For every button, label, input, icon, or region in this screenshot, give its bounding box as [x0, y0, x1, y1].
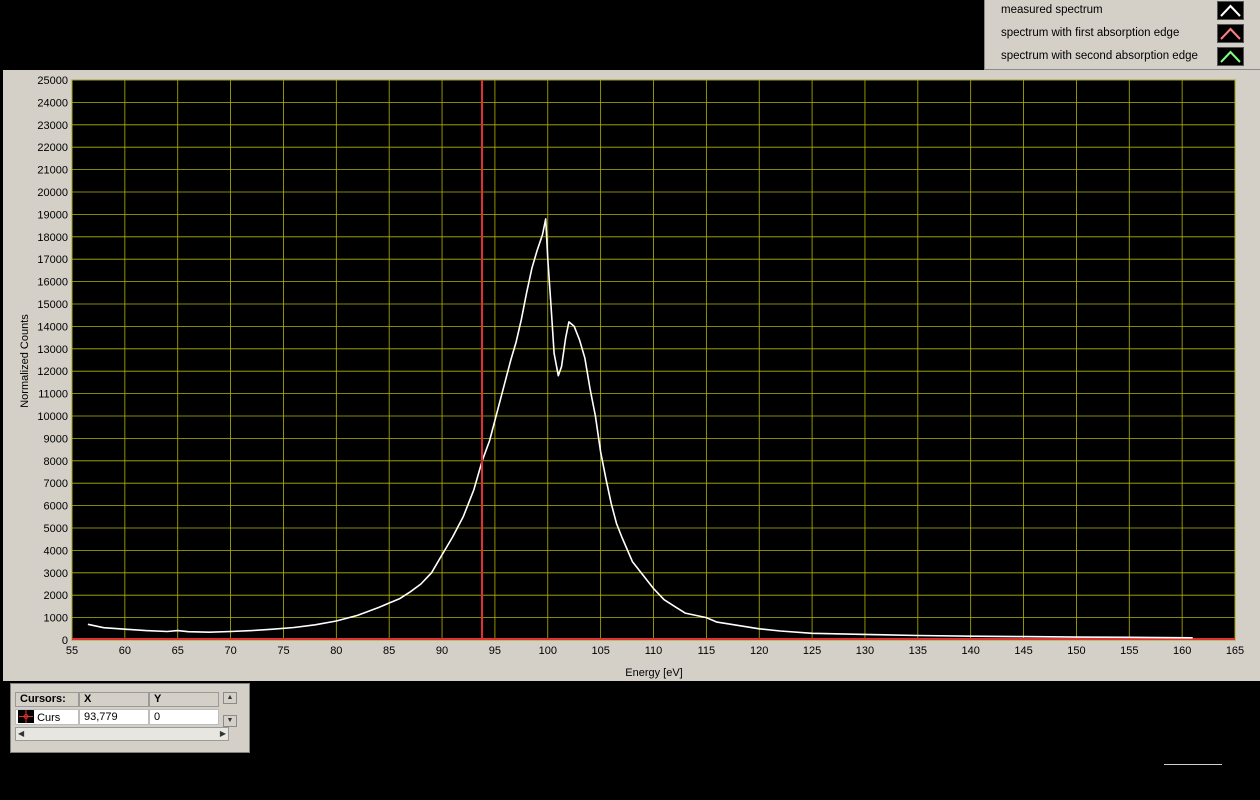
y-tick-label: 19000	[37, 209, 68, 221]
x-tick-label: 140	[962, 645, 980, 657]
y-tick-label: 16000	[37, 277, 68, 289]
cursor-x-value[interactable]: 93,779	[79, 709, 149, 725]
x-tick-label: 105	[591, 645, 609, 657]
y-tick-label: 6000	[44, 501, 68, 513]
legend-label: spectrum with first absorption edge	[1001, 27, 1180, 39]
y-axis-label: Normalized Counts	[19, 314, 31, 408]
x-tick-label: 125	[803, 645, 821, 657]
y-tick-label: 14000	[37, 321, 68, 333]
divider	[1164, 764, 1222, 765]
x-tick-label: 90	[436, 645, 448, 657]
line-style-icon[interactable]	[1217, 47, 1244, 66]
scroll-down-button[interactable]: ▼	[223, 715, 237, 727]
cursors-title: Cursors:	[15, 692, 79, 707]
y-tick-label: 3000	[44, 568, 68, 580]
x-tick-label: 145	[1014, 645, 1032, 657]
y-tick-label: 4000	[44, 545, 68, 557]
y-tick-label: 7000	[44, 478, 68, 490]
y-tick-label: 12000	[37, 366, 68, 378]
x-tick-label: 60	[119, 645, 131, 657]
x-tick-label: 115	[698, 645, 716, 657]
x-tick-label: 95	[489, 645, 501, 657]
legend-item-measured[interactable]: measured spectrum	[985, 0, 1260, 22]
x-axis-label: Energy [eV]	[625, 667, 682, 679]
y-tick-label: 10000	[37, 411, 68, 423]
y-tick-label: 24000	[37, 97, 68, 109]
column-header-x: X	[79, 692, 149, 707]
x-tick-label: 100	[539, 645, 557, 657]
x-tick-label: 160	[1173, 645, 1191, 657]
y-tick-label: 17000	[37, 254, 68, 266]
column-header-y: Y	[149, 692, 219, 707]
y-tick-label: 0	[62, 635, 68, 647]
scroll-up-button[interactable]: ▲	[223, 692, 237, 704]
graph-panel: 55 60 65 70 75 80 85 90 95 100 105 110 115 120 125 130 1…	[3, 70, 1260, 681]
y-tick-label: 11000	[38, 389, 68, 401]
x-tick-label: 120	[750, 645, 768, 657]
scroll-right-icon[interactable]: ▶	[219, 729, 226, 738]
y-tick-label: 9000	[44, 433, 68, 445]
legend-label: spectrum with second absorption edge	[1001, 50, 1198, 62]
x-tick-label: 70	[224, 645, 236, 657]
legend-label: measured spectrum	[1001, 4, 1103, 16]
x-tick-label: 85	[383, 645, 395, 657]
y-tick-label: 25000	[37, 75, 68, 87]
cursor-legend: Cursors: X Y Curs 93,779 0 ▲ ▼ ◀ ▶	[10, 683, 250, 753]
y-tick-label: 18000	[37, 232, 68, 244]
cursor-style-icon[interactable]	[18, 710, 34, 723]
y-tick-label: 20000	[37, 187, 68, 199]
spectrum-chart[interactable]: 55 60 65 70 75 80 85 90 95 100 105 110 115 120 125 130 1…	[3, 70, 1260, 681]
y-tick-label: 15000	[37, 299, 68, 311]
legend-item-second-edge[interactable]: spectrum with second absorption edge	[985, 46, 1260, 68]
line-style-icon[interactable]	[1217, 1, 1244, 20]
x-tick-label: 150	[1067, 645, 1085, 657]
x-tick-label: 75	[277, 645, 289, 657]
legend-item-first-edge[interactable]: spectrum with first absorption edge	[985, 23, 1260, 45]
x-tick-label: 155	[1120, 645, 1138, 657]
y-tick-label: 23000	[37, 120, 68, 132]
scroll-left-icon[interactable]: ◀	[18, 729, 25, 738]
x-tick-label: 55	[66, 645, 78, 657]
cursor-y-value[interactable]: 0	[149, 709, 219, 725]
cursor-name: Curs	[37, 712, 61, 724]
y-tick-label: 8000	[44, 456, 68, 468]
y-tick-label: 2000	[44, 590, 68, 602]
cursor-name-cell[interactable]: Curs	[15, 709, 79, 725]
y-tick-label: 5000	[44, 523, 68, 535]
y-tick-label: 1000	[44, 613, 68, 625]
y-tick-label: 13000	[37, 344, 68, 356]
horizontal-scrollbar[interactable]: ◀ ▶	[15, 727, 229, 741]
y-tick-label: 22000	[37, 142, 68, 154]
x-tick-label: 65	[172, 645, 184, 657]
y-tick-label: 21000	[37, 165, 68, 177]
x-tick-label: 80	[330, 645, 342, 657]
x-tick-label: 110	[645, 645, 663, 657]
x-tick-label: 165	[1226, 645, 1244, 657]
x-tick-label: 130	[856, 645, 874, 657]
legend: measured spectrum spectrum with first ab…	[984, 0, 1260, 70]
line-style-icon[interactable]	[1217, 24, 1244, 43]
series-line-measured	[87, 218, 1193, 639]
x-tick-label: 135	[909, 645, 927, 657]
